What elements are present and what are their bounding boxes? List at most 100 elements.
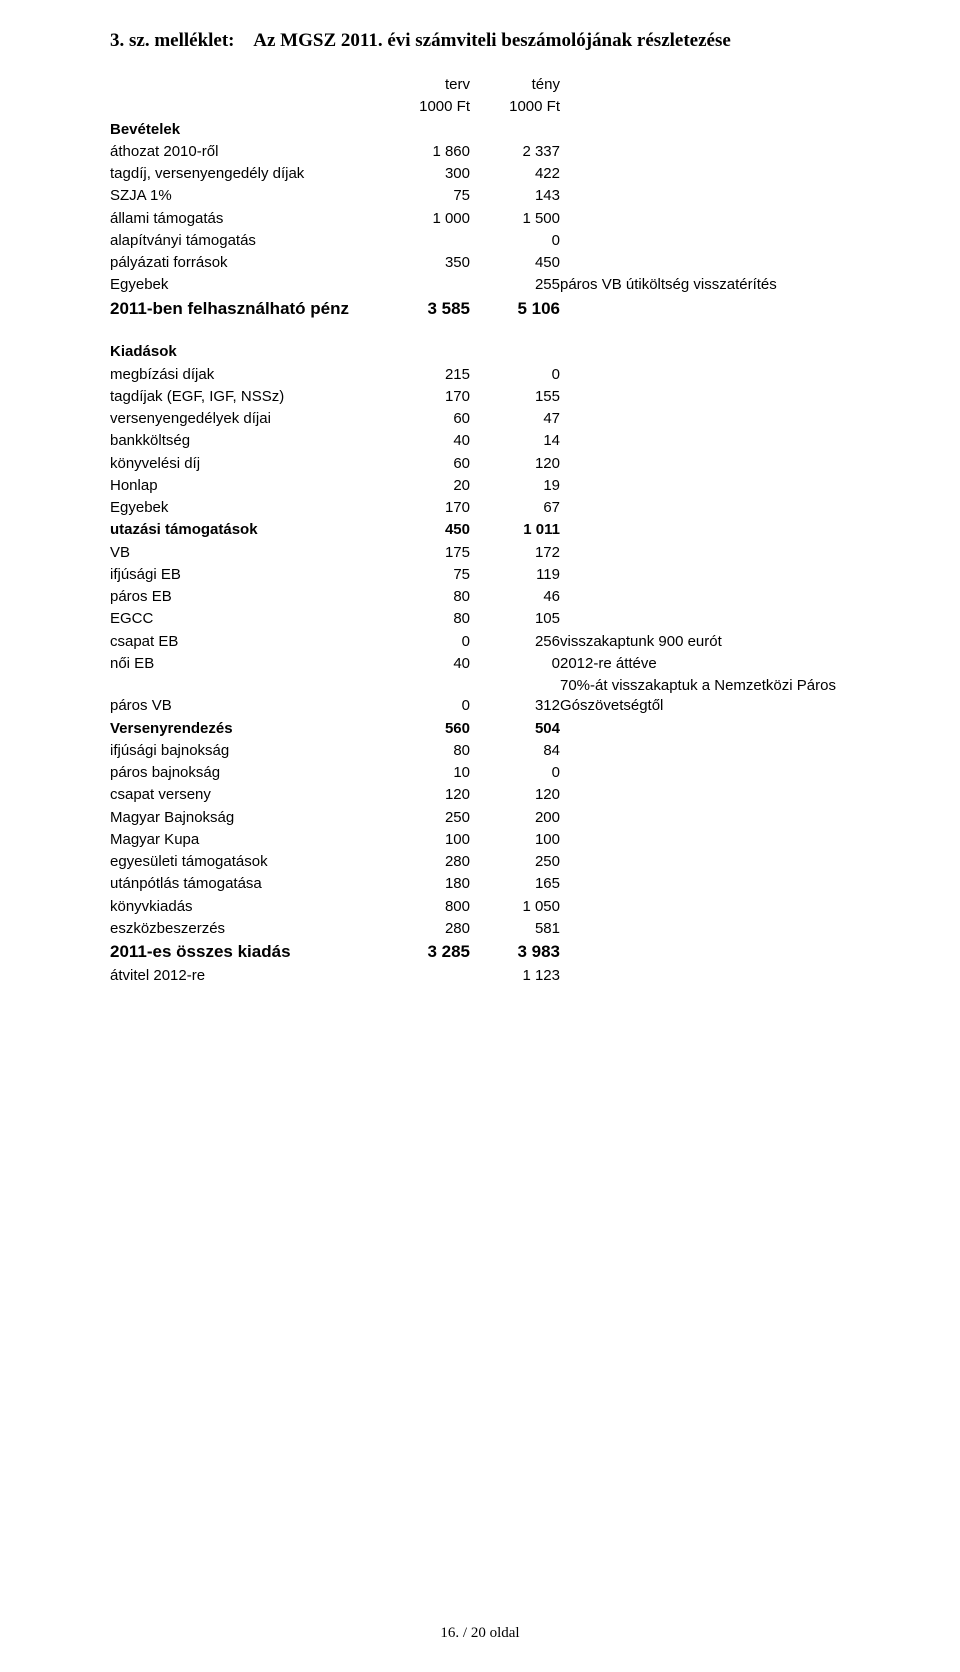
row-note — [560, 740, 870, 762]
row-note — [560, 608, 870, 630]
row-note — [560, 918, 870, 940]
table-row: csapat verseny120120 — [110, 784, 870, 806]
table-row: versenyengedélyek díjai6047 — [110, 408, 870, 430]
row-col-b: 84 — [470, 740, 560, 762]
row-note — [560, 586, 870, 608]
row-label: eszközbeszerzés — [110, 918, 390, 940]
table-row: alapítványi támogatás0 — [110, 230, 870, 252]
col-unit-a: 1000 Ft — [390, 96, 470, 118]
table-row: bankköltség4014 — [110, 430, 870, 452]
row-col-b: 143 — [470, 185, 560, 207]
row-note — [560, 896, 870, 918]
row-label: Honlap — [110, 475, 390, 497]
table-row: EGCC80105 — [110, 608, 870, 630]
row-col-a: 40 — [390, 430, 470, 452]
atvitel-a — [390, 965, 470, 987]
row-col-a: 40 — [390, 653, 470, 675]
col-unit-b: 1000 Ft — [470, 96, 560, 118]
atvitel-row: átvitel 2012-re 1 123 — [110, 965, 870, 987]
row-col-a: 20 — [390, 475, 470, 497]
row-note — [560, 408, 870, 430]
row-col-a: 180 — [390, 873, 470, 895]
row-col-b: 19 — [470, 475, 560, 497]
row-col-b: 1 050 — [470, 896, 560, 918]
row-label: tagdíjak (EGF, IGF, NSSz) — [110, 386, 390, 408]
table-row: könyvkiadás8001 050 — [110, 896, 870, 918]
row-note — [560, 497, 870, 519]
row-col-a: 170 — [390, 386, 470, 408]
verseny-label: Versenyrendezés — [110, 718, 390, 740]
row-label: áthozat 2010-ről — [110, 141, 390, 163]
row-label: ifjúsági bajnokság — [110, 740, 390, 762]
utazasi-a: 450 — [390, 519, 470, 541]
bevetelek-label: Bevételek — [110, 119, 390, 141]
row-label: Magyar Kupa — [110, 829, 390, 851]
table-row: VB175172 — [110, 542, 870, 564]
row-label: bankköltség — [110, 430, 390, 452]
table-row: megbízási díjak2150 — [110, 364, 870, 386]
row-label: páros VB — [110, 675, 390, 718]
table-row: páros VB031270%-át visszakaptuk a Nemzet… — [110, 675, 870, 718]
row-note — [560, 386, 870, 408]
table-row: páros bajnokság100 — [110, 762, 870, 784]
row-note — [560, 453, 870, 475]
table-row: ifjúsági bajnokság8084 — [110, 740, 870, 762]
row-col-a: 120 — [390, 784, 470, 806]
row-label: páros bajnokság — [110, 762, 390, 784]
row-note — [560, 230, 870, 252]
row-col-b: 200 — [470, 807, 560, 829]
row-col-b: 67 — [470, 497, 560, 519]
row-col-b: 1 500 — [470, 208, 560, 230]
row-note — [560, 829, 870, 851]
table-row: páros EB8046 — [110, 586, 870, 608]
table-row: állami támogatás1 0001 500 — [110, 208, 870, 230]
row-note — [560, 430, 870, 452]
kiadasok-sum-a: 3 285 — [390, 940, 470, 965]
bevetelek-header: Bevételek — [110, 119, 870, 141]
table-row: Egyebek17067 — [110, 497, 870, 519]
row-col-b: 581 — [470, 918, 560, 940]
row-note — [560, 208, 870, 230]
row-col-a: 250 — [390, 807, 470, 829]
table-row: csapat EB0256visszakaptunk 900 eurót — [110, 631, 870, 653]
row-label: EGCC — [110, 608, 390, 630]
row-col-a: 300 — [390, 163, 470, 185]
row-note — [560, 807, 870, 829]
row-col-a: 75 — [390, 185, 470, 207]
page-title: 3. sz. melléklet: Az MGSZ 2011. évi szám… — [110, 30, 870, 52]
row-col-a: 350 — [390, 252, 470, 274]
row-label: könyvelési díj — [110, 453, 390, 475]
row-note — [560, 873, 870, 895]
table-row: Magyar Bajnokság250200 — [110, 807, 870, 829]
row-col-b: 155 — [470, 386, 560, 408]
row-note — [560, 851, 870, 873]
row-label: Egyebek — [110, 497, 390, 519]
atvitel-b: 1 123 — [470, 965, 560, 987]
row-note: páros VB útiköltség visszatérítés — [560, 274, 870, 296]
row-col-b: 105 — [470, 608, 560, 630]
row-note — [560, 542, 870, 564]
row-col-a: 75 — [390, 564, 470, 586]
row-label: Magyar Bajnokság — [110, 807, 390, 829]
table-row: női EB4002012-re áttéve — [110, 653, 870, 675]
atvitel-label: átvitel 2012-re — [110, 965, 390, 987]
col-terv: terv — [390, 74, 470, 96]
row-note: visszakaptunk 900 eurót — [560, 631, 870, 653]
row-col-a: 80 — [390, 586, 470, 608]
kiadasok-header: Kiadások — [110, 341, 870, 363]
row-label: egyesületi támogatások — [110, 851, 390, 873]
verseny-header: Versenyrendezés 560 504 — [110, 718, 870, 740]
row-note: 70%-át visszakaptuk a Nemzetközi Páros G… — [560, 675, 870, 718]
title-main: Az MGSZ 2011. évi számviteli beszámolójá… — [253, 30, 731, 51]
row-col-a: 215 — [390, 364, 470, 386]
row-note — [560, 784, 870, 806]
row-label: pályázati források — [110, 252, 390, 274]
table-row: tagdíjak (EGF, IGF, NSSz)170155 — [110, 386, 870, 408]
row-col-a: 0 — [390, 631, 470, 653]
table-row: Egyebek255páros VB útiköltség visszatérí… — [110, 274, 870, 296]
row-col-b: 2 337 — [470, 141, 560, 163]
kiadasok-sum-b: 3 983 — [470, 940, 560, 965]
row-col-a: 80 — [390, 740, 470, 762]
row-col-b: 0 — [470, 230, 560, 252]
row-col-b: 46 — [470, 586, 560, 608]
